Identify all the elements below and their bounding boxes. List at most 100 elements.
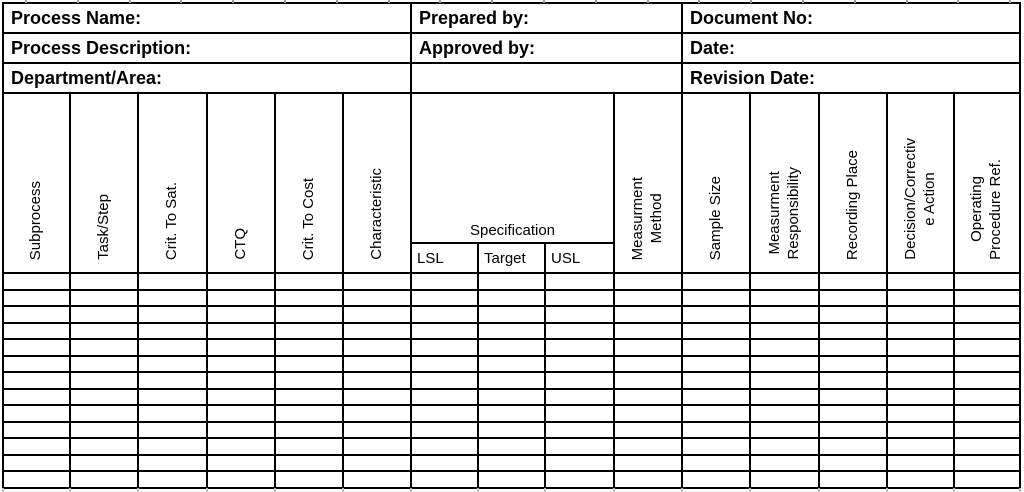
- empty-data-cell[interactable]: [749, 437, 820, 456]
- empty-data-cell[interactable]: [137, 420, 208, 439]
- empty-data-cell[interactable]: [681, 354, 751, 373]
- empty-data-cell[interactable]: [2, 420, 71, 439]
- empty-data-cell[interactable]: [613, 371, 683, 390]
- empty-data-cell[interactable]: [818, 387, 888, 406]
- empty-data-cell[interactable]: [681, 437, 751, 456]
- empty-data-cell[interactable]: [2, 305, 71, 324]
- empty-data-cell[interactable]: [206, 338, 276, 357]
- empty-data-cell[interactable]: [274, 453, 344, 472]
- empty-data-cell[interactable]: [544, 437, 615, 456]
- empty-data-cell[interactable]: [818, 321, 888, 340]
- empty-data-cell[interactable]: [613, 387, 683, 406]
- empty-data-cell[interactable]: [818, 404, 888, 423]
- empty-data-cell[interactable]: [410, 371, 479, 390]
- empty-data-cell[interactable]: [477, 420, 546, 439]
- empty-data-cell[interactable]: [137, 321, 208, 340]
- empty-data-cell[interactable]: [137, 305, 208, 324]
- empty-data-cell[interactable]: [477, 338, 546, 357]
- empty-data-cell[interactable]: [613, 321, 683, 340]
- empty-data-cell[interactable]: [613, 354, 683, 373]
- approved-by-field[interactable]: Approved by:: [410, 32, 683, 64]
- empty-data-cell[interactable]: [953, 272, 1021, 291]
- empty-data-cell[interactable]: [749, 420, 820, 439]
- empty-data-cell[interactable]: [886, 305, 955, 324]
- empty-data-cell[interactable]: [544, 354, 615, 373]
- empty-data-cell[interactable]: [749, 387, 820, 406]
- empty-data-cell[interactable]: [206, 288, 276, 307]
- empty-data-cell[interactable]: [544, 321, 615, 340]
- empty-data-cell[interactable]: [137, 387, 208, 406]
- empty-data-cell[interactable]: [342, 272, 412, 291]
- empty-data-cell[interactable]: [953, 288, 1021, 307]
- empty-data-cell[interactable]: [69, 354, 139, 373]
- empty-data-cell[interactable]: [274, 371, 344, 390]
- empty-data-cell[interactable]: [137, 272, 208, 291]
- empty-data-cell[interactable]: [206, 354, 276, 373]
- empty-data-cell[interactable]: [69, 437, 139, 456]
- empty-data-cell[interactable]: [613, 404, 683, 423]
- empty-data-cell[interactable]: [410, 338, 479, 357]
- empty-data-cell[interactable]: [818, 305, 888, 324]
- empty-data-cell[interactable]: [818, 470, 888, 489]
- empty-data-cell[interactable]: [749, 321, 820, 340]
- empty-data-cell[interactable]: [749, 305, 820, 324]
- empty-data-cell[interactable]: [342, 321, 412, 340]
- empty-data-cell[interactable]: [137, 354, 208, 373]
- empty-data-cell[interactable]: [69, 470, 139, 489]
- empty-data-cell[interactable]: [544, 453, 615, 472]
- empty-data-cell[interactable]: [477, 288, 546, 307]
- empty-data-cell[interactable]: [342, 404, 412, 423]
- empty-data-cell[interactable]: [2, 470, 71, 489]
- empty-data-cell[interactable]: [953, 453, 1021, 472]
- empty-data-cell[interactable]: [953, 354, 1021, 373]
- empty-data-cell[interactable]: [137, 288, 208, 307]
- empty-data-cell[interactable]: [818, 354, 888, 373]
- empty-data-cell[interactable]: [749, 354, 820, 373]
- empty-data-cell[interactable]: [2, 404, 71, 423]
- empty-data-cell[interactable]: [749, 338, 820, 357]
- empty-data-cell[interactable]: [69, 387, 139, 406]
- empty-data-cell[interactable]: [410, 321, 479, 340]
- department-area-field[interactable]: Department/Area:: [2, 62, 412, 94]
- empty-data-cell[interactable]: [749, 404, 820, 423]
- empty-data-cell[interactable]: [477, 354, 546, 373]
- empty-data-cell[interactable]: [544, 420, 615, 439]
- empty-data-cell[interactable]: [886, 387, 955, 406]
- empty-data-cell[interactable]: [749, 272, 820, 291]
- empty-data-cell[interactable]: [886, 354, 955, 373]
- empty-data-cell[interactable]: [69, 288, 139, 307]
- empty-data-cell[interactable]: [2, 338, 71, 357]
- empty-data-cell[interactable]: [69, 338, 139, 357]
- empty-data-cell[interactable]: [342, 437, 412, 456]
- empty-data-cell[interactable]: [953, 470, 1021, 489]
- empty-data-cell[interactable]: [613, 470, 683, 489]
- empty-data-cell[interactable]: [206, 272, 276, 291]
- empty-data-cell[interactable]: [681, 272, 751, 291]
- empty-data-cell[interactable]: [206, 387, 276, 406]
- empty-data-cell[interactable]: [342, 288, 412, 307]
- empty-data-cell[interactable]: [613, 437, 683, 456]
- empty-data-cell[interactable]: [69, 404, 139, 423]
- empty-data-cell[interactable]: [137, 338, 208, 357]
- empty-data-cell[interactable]: [818, 420, 888, 439]
- empty-data-cell[interactable]: [69, 305, 139, 324]
- empty-data-cell[interactable]: [613, 338, 683, 357]
- empty-data-cell[interactable]: [137, 453, 208, 472]
- empty-data-cell[interactable]: [544, 387, 615, 406]
- empty-data-cell[interactable]: [818, 288, 888, 307]
- empty-data-cell[interactable]: [749, 470, 820, 489]
- empty-data-cell[interactable]: [613, 453, 683, 472]
- empty-data-cell[interactable]: [953, 437, 1021, 456]
- date-field[interactable]: Date:: [681, 32, 1021, 64]
- empty-data-cell[interactable]: [69, 453, 139, 472]
- empty-data-cell[interactable]: [2, 321, 71, 340]
- empty-data-cell[interactable]: [410, 288, 479, 307]
- empty-data-cell[interactable]: [544, 272, 615, 291]
- empty-data-cell[interactable]: [410, 404, 479, 423]
- empty-data-cell[interactable]: [681, 321, 751, 340]
- empty-data-cell[interactable]: [2, 288, 71, 307]
- empty-data-cell[interactable]: [410, 437, 479, 456]
- empty-data-cell[interactable]: [410, 354, 479, 373]
- empty-data-cell[interactable]: [953, 371, 1021, 390]
- empty-data-cell[interactable]: [206, 453, 276, 472]
